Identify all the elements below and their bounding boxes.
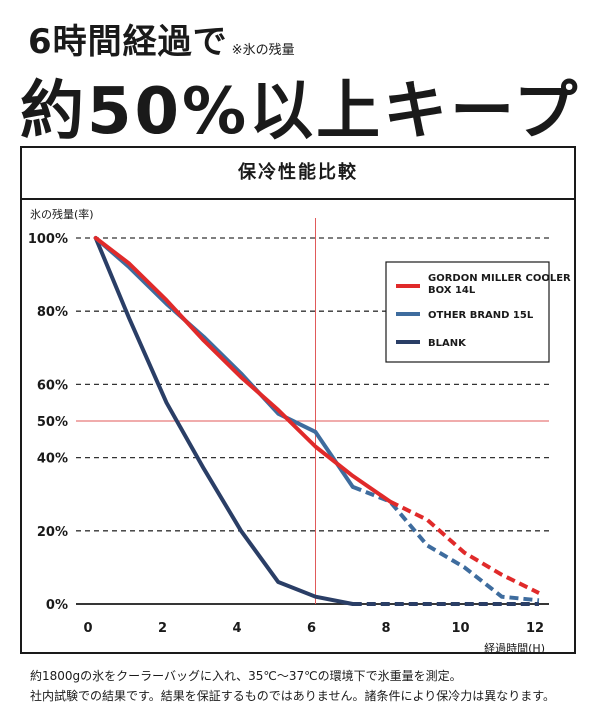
legend-label: GORDON MILLER COOLER bbox=[428, 273, 571, 284]
series-line-dashed bbox=[352, 485, 540, 603]
legend-label: BOX 14L bbox=[428, 285, 476, 296]
footnote: 約1800gの氷をクーラーバッグに入れ、35℃〜37℃の環境下で氷重量を測定。 … bbox=[30, 666, 555, 706]
x-tick-label: 0 bbox=[83, 621, 92, 636]
series-line-solid bbox=[93, 236, 355, 489]
legend-label: OTHER BRAND 15L bbox=[428, 310, 534, 321]
headline: 6時間経過で ※氷の残量 bbox=[28, 14, 295, 63]
chart-title: 保冷性能比較 bbox=[22, 148, 574, 200]
y-tick-label: 40% bbox=[37, 452, 68, 467]
legend-label: BLANK bbox=[428, 338, 467, 349]
chart-svg: 氷の残量(率) 100% 80% 60% 50% 40% 20% 0% 0 2 4 6 8 10 12 経過時… bbox=[28, 207, 571, 655]
y-tick-label: 60% bbox=[37, 378, 68, 393]
footnote-line2: 社内試験での結果です。結果を保証するものではありません。諸条件により保冷力は異な… bbox=[30, 689, 556, 703]
y-tick-label: 100% bbox=[28, 232, 68, 247]
footnote-line1: 約1800gの氷をクーラーバッグに入れ、35℃〜37℃の環境下で氷重量を測定。 bbox=[30, 669, 462, 683]
headline-line1: 6時間経過で bbox=[28, 22, 228, 62]
x-tick-label: 6 bbox=[307, 621, 316, 636]
x-tick-label: 8 bbox=[381, 621, 390, 636]
y-tick-label: 80% bbox=[37, 305, 68, 320]
x-tick-label: 4 bbox=[232, 621, 241, 636]
y-tick-label: 20% bbox=[37, 525, 68, 540]
x-tick-label: 10 bbox=[451, 621, 469, 636]
x-tick-label: 12 bbox=[526, 621, 544, 636]
series-line-dashed bbox=[389, 499, 540, 595]
x-tick-label: 2 bbox=[158, 621, 167, 636]
y-axis-label: 氷の残量(率) bbox=[30, 207, 94, 221]
y-tick-label: 50% bbox=[37, 415, 68, 430]
series-line-solid bbox=[93, 236, 392, 504]
x-axis-label: 経過時間(H) bbox=[484, 642, 545, 655]
series-line-solid bbox=[93, 236, 355, 606]
headline-note: ※氷の残量 bbox=[231, 43, 295, 58]
chart-frame: 保冷性能比較 bbox=[20, 146, 576, 654]
headline-main: 約50%以上キープ bbox=[20, 75, 581, 149]
y-tick-label: 0% bbox=[46, 598, 68, 613]
